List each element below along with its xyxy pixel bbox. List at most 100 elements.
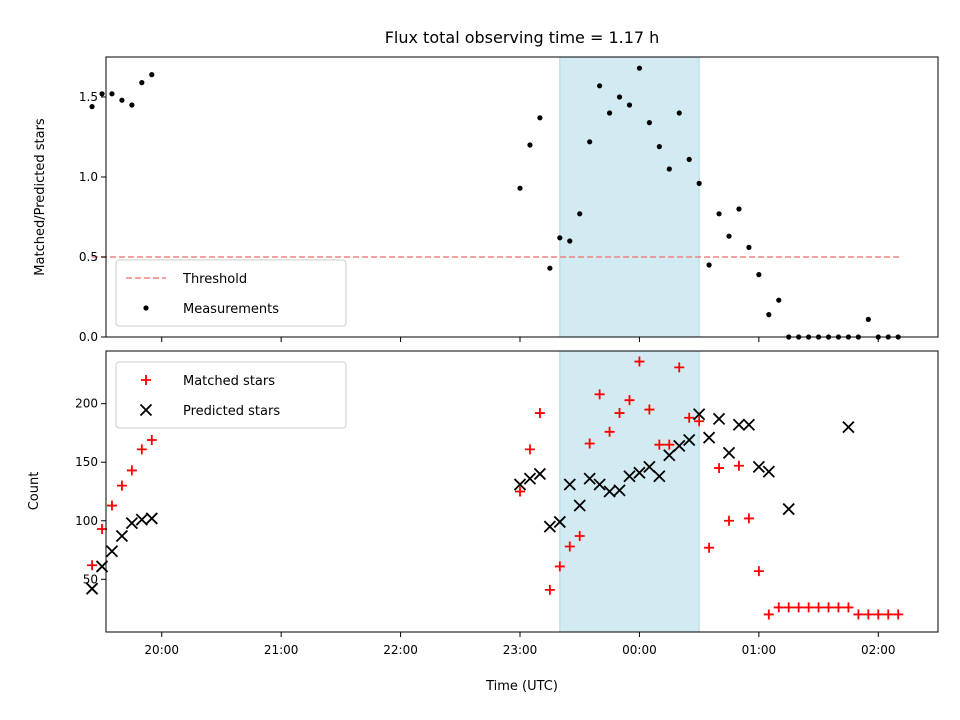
predicted-stars-point	[513, 478, 527, 491]
matched-stars-point	[136, 444, 147, 455]
panel-bottom: 50 100 150 200 20:00 21:00 22:00 23:00 00:00 01:0…	[75, 350, 939, 657]
matched-stars-point	[574, 530, 585, 541]
x-axis-label: Time (UTC)	[485, 679, 558, 694]
measurement-point	[606, 110, 613, 116]
predicted-stars-point	[563, 478, 576, 491]
matched-stars-point	[733, 460, 744, 471]
measurement-point	[686, 156, 692, 162]
bottom-y-tick-label: 150	[75, 455, 98, 469]
predicted-stars-point	[623, 470, 636, 483]
matched-stars-point	[126, 465, 137, 476]
measurement-point	[716, 211, 722, 217]
observing-span	[559, 350, 700, 633]
x-tick-label: 21:00	[264, 643, 299, 657]
bottom-y-tick-label: 200	[75, 397, 98, 411]
predicted-stars-point	[653, 470, 666, 483]
measurement-point	[527, 142, 533, 148]
measurement-point	[656, 144, 662, 150]
matched-stars-point	[614, 408, 625, 419]
matched-stars-point	[594, 389, 605, 400]
measurement-point	[119, 97, 125, 103]
measurement-point	[676, 110, 682, 116]
matched-stars-point	[793, 602, 804, 613]
matched-stars-point	[704, 542, 715, 553]
measurement-point	[597, 83, 603, 89]
matched-stars-point	[564, 541, 575, 552]
matched-stars-point	[515, 486, 526, 497]
matched-stars-point	[724, 515, 735, 526]
legend-x-entry-label: Predicted stars	[183, 404, 280, 419]
legend-dot-entry-label: Measurements	[183, 302, 279, 317]
predicted-stars-point	[842, 420, 855, 434]
matched-stars-point	[634, 356, 645, 367]
panel-top: 0.0 0.5 1.0 1.5 Threshold Measurements	[79, 56, 939, 344]
predicted-stars-point	[145, 512, 158, 525]
matched-stars-point	[783, 602, 794, 613]
measurement-point	[99, 91, 105, 97]
matched-stars-point	[714, 463, 725, 474]
matched-stars-point	[883, 609, 894, 620]
legend-frame	[115, 259, 347, 327]
measurement-point	[776, 297, 782, 303]
measurement-point	[726, 233, 732, 239]
measurement-point	[537, 115, 543, 121]
matched-stars-point	[534, 408, 545, 419]
predicted-stars-point	[533, 467, 547, 481]
predicted-stars-point	[752, 460, 765, 474]
predicted-stars-point	[613, 484, 626, 497]
measurement-point	[547, 265, 553, 271]
legend-plus-entry-label: Matched stars	[183, 374, 275, 389]
predicted-stars-point	[732, 418, 746, 431]
bottom-legend: Matched stars Predicted stars	[115, 361, 347, 429]
measurement-point	[577, 211, 583, 217]
matched-stars-point	[863, 609, 874, 620]
measurement-point	[517, 185, 523, 191]
matched-stars-point	[624, 395, 635, 406]
matched-stars-point	[843, 602, 854, 613]
matched-stars-point	[106, 500, 117, 511]
predicted-stars-point	[722, 446, 736, 459]
matched-stars-point	[116, 480, 127, 491]
measurement-point	[626, 102, 633, 108]
matched-stars-point	[664, 439, 675, 450]
measurement-point	[109, 91, 115, 97]
top-y-tick-label: 0.0	[79, 330, 98, 344]
matched-stars-point	[763, 609, 774, 620]
predicted-stars-point	[782, 502, 795, 516]
matched-stars-point	[684, 412, 695, 423]
x-tick-label: 20:00	[144, 643, 179, 657]
predicted-stars-point	[643, 460, 656, 474]
predicted-stars-point	[702, 431, 716, 444]
measurement-point	[706, 262, 712, 268]
predicted-stars-point	[663, 449, 676, 462]
measurement-point	[636, 65, 643, 71]
matched-stars-point	[694, 416, 705, 427]
matched-stars-point	[584, 438, 595, 449]
predicted-stars-point	[693, 408, 706, 421]
measurement-point	[865, 316, 871, 322]
measurement-point	[587, 139, 593, 145]
top-axes-frame	[105, 56, 939, 338]
matched-stars-point	[644, 404, 655, 415]
matched-stars-point	[97, 523, 108, 534]
measurement-point	[666, 166, 672, 172]
matched-stars-point	[773, 602, 784, 613]
predicted-stars-point	[712, 412, 726, 426]
predicted-stars-point	[583, 472, 596, 485]
predicted-stars-point	[673, 439, 686, 452]
matched-stars-point	[873, 609, 884, 620]
matched-stars-point	[833, 602, 844, 613]
bottom-y-axis-label: Count	[27, 472, 42, 511]
x-tick-label: 22:00	[383, 643, 418, 657]
top-y-axis-label: Matched/Predicted stars	[33, 118, 48, 276]
predicted-stars-point	[633, 466, 646, 479]
x-tick-label: 23:00	[503, 643, 538, 657]
matched-stars-point	[853, 609, 864, 620]
predicted-stars-point	[762, 465, 775, 478]
measurement-point	[616, 94, 623, 100]
top-y-tick-label: 0.5	[79, 250, 98, 264]
measurement-point	[149, 72, 155, 78]
predicted-stars-point	[523, 472, 537, 485]
measurement-point	[696, 180, 702, 186]
